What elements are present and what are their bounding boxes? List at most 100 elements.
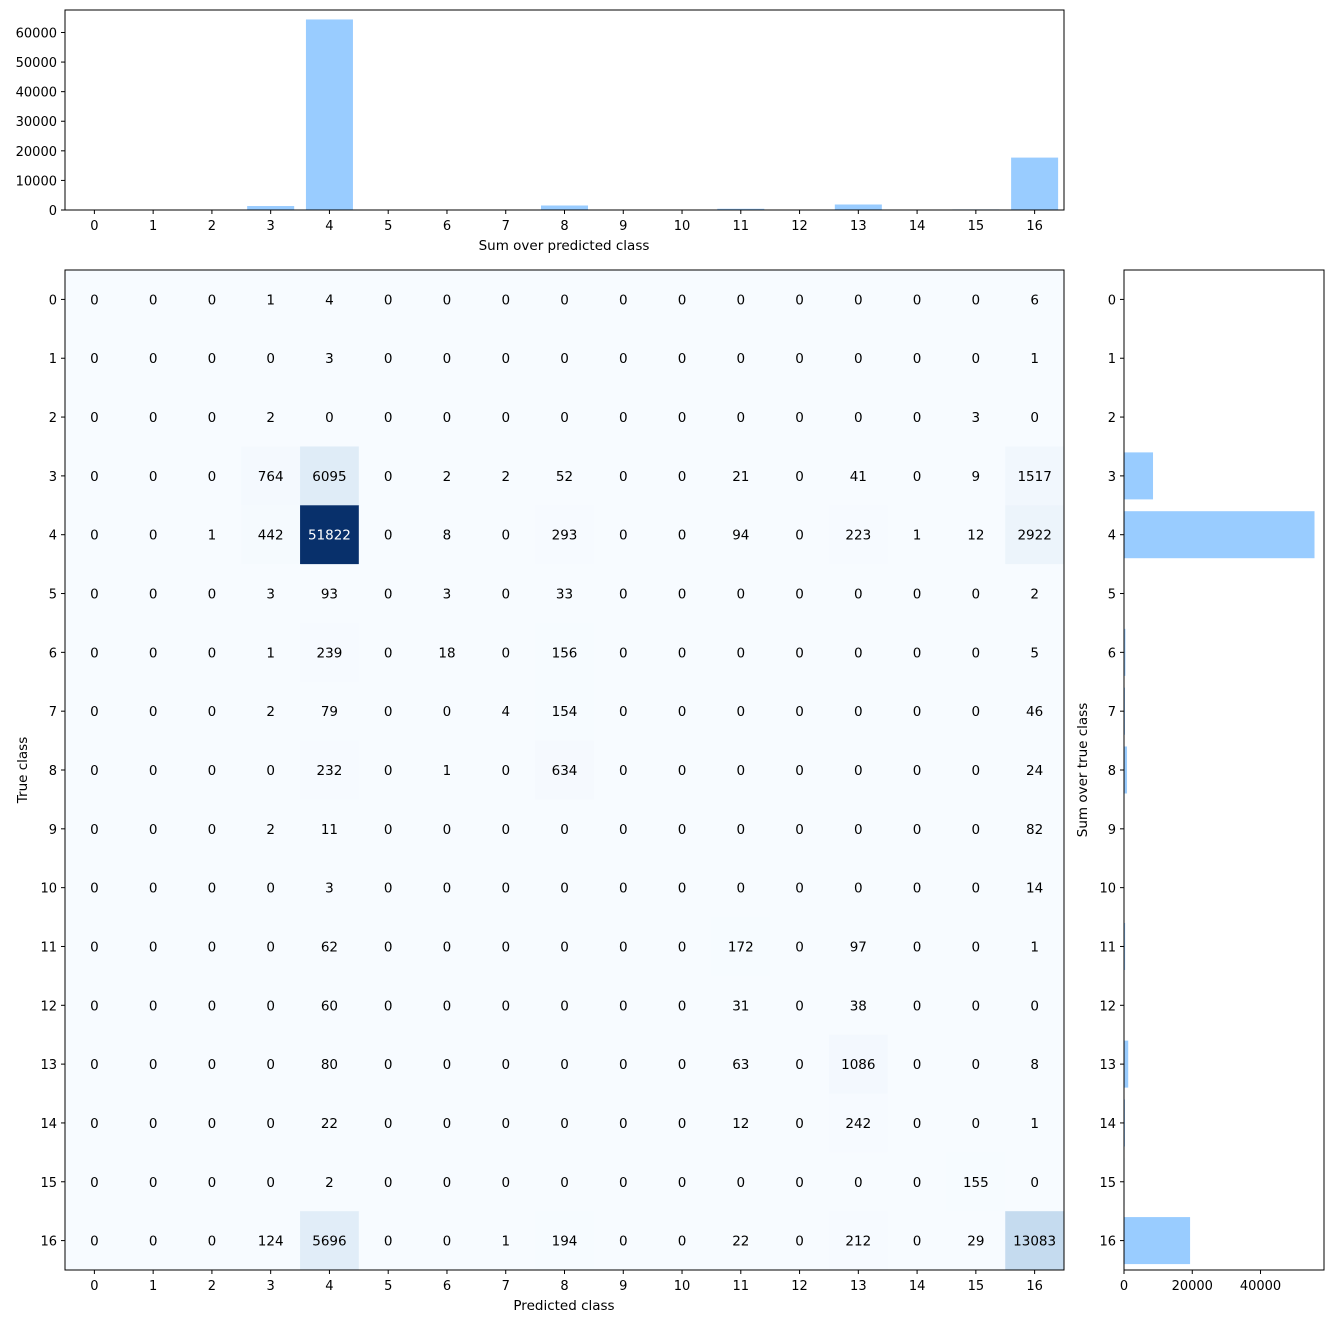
heatmap-cell-label: 0 <box>384 763 393 779</box>
right-plot-frame <box>1123 269 1325 1271</box>
heatmap-cell-label: 2 <box>266 704 275 720</box>
heatmap-cell-label: 0 <box>266 1116 275 1132</box>
y-tick-label: 9 <box>49 823 57 838</box>
heatmap-cell-label: 0 <box>913 351 922 367</box>
heatmap-cell <box>652 446 712 506</box>
heatmap-cell-label: 0 <box>795 881 804 897</box>
heatmap-cell-label: 22 <box>321 1116 338 1132</box>
heatmap-cell <box>887 446 947 506</box>
heatmap-cell <box>535 917 595 977</box>
heatmap-cell-label: 0 <box>736 704 745 720</box>
heatmap-cell-label: 2 <box>1030 587 1039 603</box>
predicted-sum-bar <box>305 19 353 211</box>
heatmap-cell <box>417 505 477 565</box>
heatmap-cell-label: 2 <box>443 469 452 485</box>
heatmap-cell <box>123 1034 183 1094</box>
heatmap-cell <box>711 270 771 330</box>
y-tick-label: 5 <box>49 588 57 603</box>
heatmap-cell-label: 0 <box>972 292 981 308</box>
true-sum-bar <box>1124 511 1315 559</box>
heatmap-cell-label: 0 <box>560 292 569 308</box>
x-tick-label: 15 <box>968 1279 985 1294</box>
heatmap-cell <box>887 270 947 330</box>
heatmap-cell <box>1005 622 1065 683</box>
heatmap-cell <box>828 858 889 918</box>
heatmap-cell <box>711 505 771 565</box>
heatmap-cell-label: 0 <box>913 645 922 661</box>
x-tick-label: 1 <box>149 1279 157 1294</box>
heatmap-cell <box>1005 1152 1065 1212</box>
heatmap-cell-label: 60 <box>321 998 338 1014</box>
heatmap-cell-label: 0 <box>913 1234 922 1250</box>
heatmap-cell <box>182 1093 242 1153</box>
heatmap-cell-label: 13083 <box>1013 1234 1056 1250</box>
heatmap-cell <box>535 387 595 447</box>
y-tick-label: 11 <box>40 940 57 955</box>
heatmap-cell-label: 0 <box>149 410 158 426</box>
heatmap-cell-label: 0 <box>90 881 99 897</box>
heatmap-cell-label: 0 <box>619 1057 628 1073</box>
x-tick-label: 5 <box>384 1279 392 1294</box>
heatmap-cell <box>887 975 947 1036</box>
heatmap-cell <box>535 1093 595 1153</box>
heatmap-cell-label: 0 <box>501 763 510 779</box>
heatmap-cell-label: 0 <box>678 1116 687 1132</box>
heatmap-cell-label: 0 <box>501 1175 510 1191</box>
heatmap-cell-label: 0 <box>1030 1175 1039 1191</box>
heatmap-cell <box>770 446 830 506</box>
heatmap-cell-label: 0 <box>384 1234 393 1250</box>
heatmap-cell-label: 0 <box>208 939 217 955</box>
heatmap-cell <box>65 975 125 1036</box>
heatmap-cell <box>65 799 125 859</box>
y-tick-label: 7 <box>49 705 57 720</box>
y-tick-label: 8 <box>49 764 57 779</box>
heatmap-cell <box>417 1211 477 1271</box>
heatmap-cell-label: 0 <box>913 410 922 426</box>
heatmap-cell-label: 0 <box>443 292 452 308</box>
heatmap-cell-label: 0 <box>972 881 981 897</box>
top-x-tick-label: 9 <box>619 219 627 234</box>
heatmap-cell-label: 0 <box>443 1234 452 1250</box>
heatmap-cell-label: 0 <box>90 939 99 955</box>
heatmap-cell <box>358 858 418 918</box>
heatmap-cell-label: 0 <box>972 587 981 603</box>
heatmap-cell <box>417 328 477 389</box>
heatmap-cell <box>593 681 654 741</box>
heatmap-cell-label: 0 <box>149 1234 158 1250</box>
heatmap-cell <box>652 1093 712 1153</box>
heatmap-cell-label: 0 <box>443 998 452 1014</box>
top-x-tick-label: 2 <box>208 219 216 234</box>
y-tick-label: 3 <box>49 470 57 485</box>
heatmap-cell-label: 0 <box>501 1116 510 1132</box>
heatmap-cell <box>535 1152 595 1212</box>
heatmap-cell-label: 0 <box>736 881 745 897</box>
top-y-tick-label: 20000 <box>16 145 57 160</box>
heatmap-cell-label: 0 <box>149 587 158 603</box>
heatmap-cell <box>593 917 654 977</box>
heatmap-cell-label: 0 <box>1030 998 1039 1014</box>
heatmap-cell <box>241 328 301 389</box>
heatmap-cell-label: 80 <box>321 1057 338 1073</box>
heatmap-cell <box>300 1211 360 1271</box>
top-y-tick-label: 30000 <box>16 115 57 130</box>
heatmap-cell-label: 0 <box>501 822 510 838</box>
right-y-tick-label: 13 <box>1099 1058 1116 1073</box>
heatmap-cell <box>476 1152 536 1212</box>
heatmap-cell <box>123 799 183 859</box>
x-tick-label: 3 <box>267 1279 275 1294</box>
heatmap-cell-label: 0 <box>149 469 158 485</box>
heatmap-cell-label: 0 <box>913 1057 922 1073</box>
heatmap-cell-label: 0 <box>678 645 687 661</box>
heatmap-cell <box>123 446 183 506</box>
heatmap-cell-label: 0 <box>795 351 804 367</box>
confusion-matrix-heatmap: 0 0 0 1 4 0 0 0 0 0 0 0 0 0 0 0 60 0 0 0 3 0 0 0 0 0 0 0 0 0 0 0 10 0 0 2 0 0… <box>15 269 1065 1314</box>
heatmap-cell-label: 94 <box>732 528 749 544</box>
heatmap-cell-label: 1 <box>501 1234 510 1250</box>
heatmap-cell-label: 0 <box>619 292 628 308</box>
heatmap-cell-label: 0 <box>90 1057 99 1073</box>
heatmap-cell-label: 0 <box>560 1116 569 1132</box>
heatmap-cell <box>182 1152 242 1212</box>
x-axis-label: Predicted class <box>513 1298 614 1314</box>
heatmap-cell-label: 0 <box>384 939 393 955</box>
right-y-tick-label: 9 <box>1108 823 1116 838</box>
